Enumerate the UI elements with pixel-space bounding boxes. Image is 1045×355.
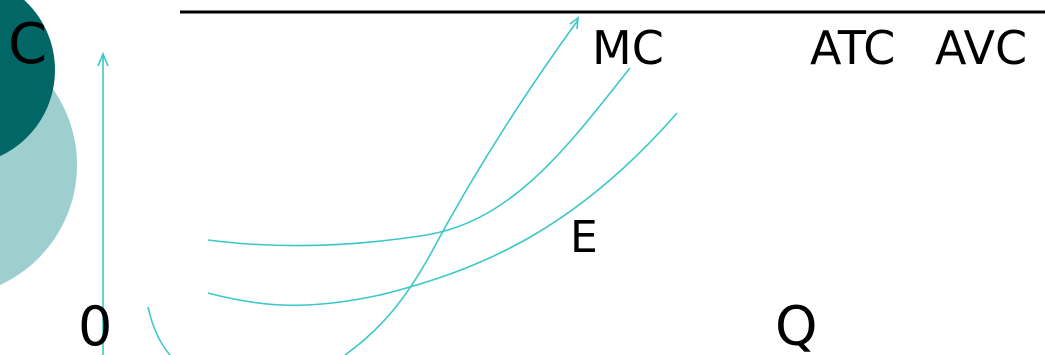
y-axis-arrowhead — [97, 51, 109, 67]
point-e-label: E — [570, 212, 598, 263]
y-axis-label: C — [8, 12, 47, 77]
atc-label: ATC — [810, 21, 895, 75]
mc-label: MC — [592, 21, 664, 75]
x-axis-label: Q — [775, 295, 818, 355]
origin-label: 0 — [78, 295, 112, 355]
atc-curve — [207, 67, 631, 247]
dark-teal-circle — [0, 0, 55, 157]
avc-label: AVC — [935, 21, 1027, 75]
avc-curve — [207, 112, 678, 307]
origin-arc — [147, 306, 171, 355]
mc-arrowhead — [569, 16, 579, 30]
mc-curve — [344, 19, 579, 355]
